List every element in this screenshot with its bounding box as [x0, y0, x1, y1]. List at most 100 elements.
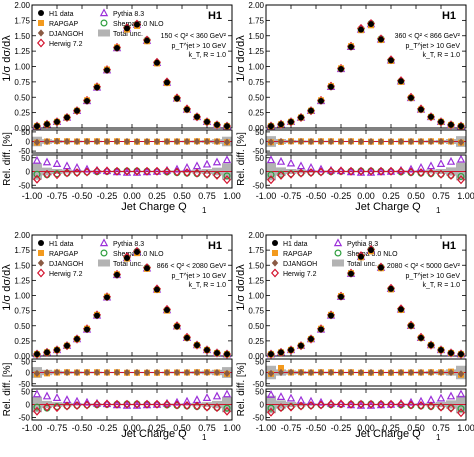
ratio-point: [43, 137, 51, 146]
ratio-point: [436, 393, 446, 402]
ratio-point: [356, 166, 366, 176]
ratio-y-tick-label: 0: [26, 138, 31, 147]
ratio-point: [162, 166, 172, 176]
ratio-point: [82, 164, 92, 173]
ratio-point: [203, 137, 211, 146]
ratio-plot-2: [31, 388, 233, 421]
x-axis-label: Jet Charge Q: [355, 201, 421, 213]
ratio-point: [182, 396, 192, 405]
data-point: [164, 79, 170, 86]
data-point: [418, 334, 424, 341]
y-tick-label: 0.00: [14, 352, 30, 361]
ratio-frame: [265, 154, 467, 189]
y-tick-label: 0.25: [248, 337, 264, 346]
y-tick-label: 0.00: [248, 352, 264, 361]
ratio-point: [416, 401, 426, 411]
ratio-point: [366, 166, 376, 176]
ratio-point: [357, 368, 365, 377]
data-point: [84, 326, 90, 333]
ratio-point: [456, 154, 466, 163]
ratio-point: [407, 137, 415, 146]
panel-2: -1.00 -0.75 -0.50 -0.25 0.00 0.25 0.50 0.75 1.00…: [235, 1, 474, 215]
ratio-point: [172, 397, 182, 406]
ratio-y-tick-label: -50: [252, 413, 264, 422]
ratio-frame: [265, 358, 467, 387]
y-tick-label: 1.00: [14, 292, 30, 301]
legend-label: H1 data: [283, 241, 308, 248]
data-point: [278, 121, 284, 128]
data-point: [134, 248, 140, 255]
data-point: [114, 45, 120, 52]
data-point: [398, 78, 404, 85]
legend-marker: [37, 259, 45, 267]
ratio-point: [337, 137, 345, 146]
y-tick-label: 0.75: [14, 78, 30, 87]
ratio-y-tick-label: 50: [21, 154, 30, 163]
data-point: [124, 25, 130, 32]
ratio-point: [287, 368, 295, 376]
ratio-point: [416, 162, 426, 171]
ratio-point: [222, 406, 232, 416]
y-tick-label: 1.75: [14, 246, 30, 255]
y-tick-label: 0.25: [248, 109, 264, 118]
ratio-point: [183, 368, 191, 377]
ratio-y-tick-label: 50: [21, 357, 30, 366]
jet-cut-label: p_T^jet > 10 GeV: [172, 43, 227, 50]
ratio-y-tick-label: -50: [18, 181, 30, 190]
legend-label: Herwig 7.2: [49, 271, 83, 278]
ratio-point: [416, 168, 426, 178]
main-distribution: [32, 246, 232, 359]
data-point: [458, 351, 464, 358]
main-distribution: [32, 19, 232, 131]
legend-marker: [38, 250, 44, 256]
jet-algorithm-label: k_T, R = 1.0: [188, 282, 226, 289]
ratio-point: [222, 175, 232, 185]
y-tick-label: 1.25: [248, 47, 264, 56]
y-tick-label: 1.25: [14, 47, 30, 56]
ratio-point: [122, 399, 132, 409]
ratio-y-axis-label: Rel. diff. [%]: [236, 362, 247, 416]
ratio-point: [307, 137, 315, 146]
ratio-point: [222, 155, 232, 164]
ratio-point: [182, 401, 192, 411]
y-axis-label: 1/σ dσ/dλ: [1, 264, 13, 311]
data-point: [84, 97, 90, 104]
data-point: [368, 21, 374, 28]
y-tick-label: 1.00: [248, 63, 264, 72]
ratio-y-tick-label: -50: [18, 147, 30, 156]
ratio-point: [212, 403, 222, 413]
x-tick-label: 1.00: [457, 191, 474, 201]
ratio-point: [287, 137, 295, 145]
x-axis-label-subscript: 1: [202, 433, 207, 442]
data-point: [438, 346, 444, 353]
ratio-point: [192, 161, 202, 170]
ratio-plot-1: [265, 129, 467, 154]
ratio-y-tick-label: 50: [255, 357, 264, 366]
legend-marker: [98, 29, 110, 37]
data-point: [408, 322, 414, 329]
ratio-point: [143, 368, 151, 377]
x-axis-label: Jet Charge Q: [121, 428, 187, 440]
main-distribution: [266, 245, 466, 359]
data-point: [298, 114, 304, 121]
legend-marker: [98, 259, 110, 267]
legend-marker: [271, 259, 279, 267]
ratio-point: [276, 170, 286, 180]
ratio-point: [92, 166, 102, 176]
panel-1: -1.00 -0.75 -0.50 -0.25 0.00 0.25 0.50 0.75 1.00…: [1, 1, 241, 215]
data-point: [338, 65, 344, 72]
legend-marker: [272, 250, 278, 256]
ratio-point: [436, 169, 446, 179]
data-point: [328, 312, 334, 319]
x-tick-label: -0.75: [281, 191, 302, 201]
ratio-point: [417, 137, 425, 146]
y-tick-label: 0.75: [14, 307, 30, 316]
ratio-point: [113, 368, 121, 377]
ratio-point: [377, 137, 385, 146]
ratio-point: [447, 368, 455, 377]
y-axis-label: 1/σ dσ/dλ: [235, 264, 247, 311]
x-tick-label: -0.25: [331, 423, 352, 433]
x-axis-label: Jet Charge Q: [355, 428, 421, 440]
ratio-point: [52, 170, 62, 180]
data-point: [224, 351, 230, 358]
